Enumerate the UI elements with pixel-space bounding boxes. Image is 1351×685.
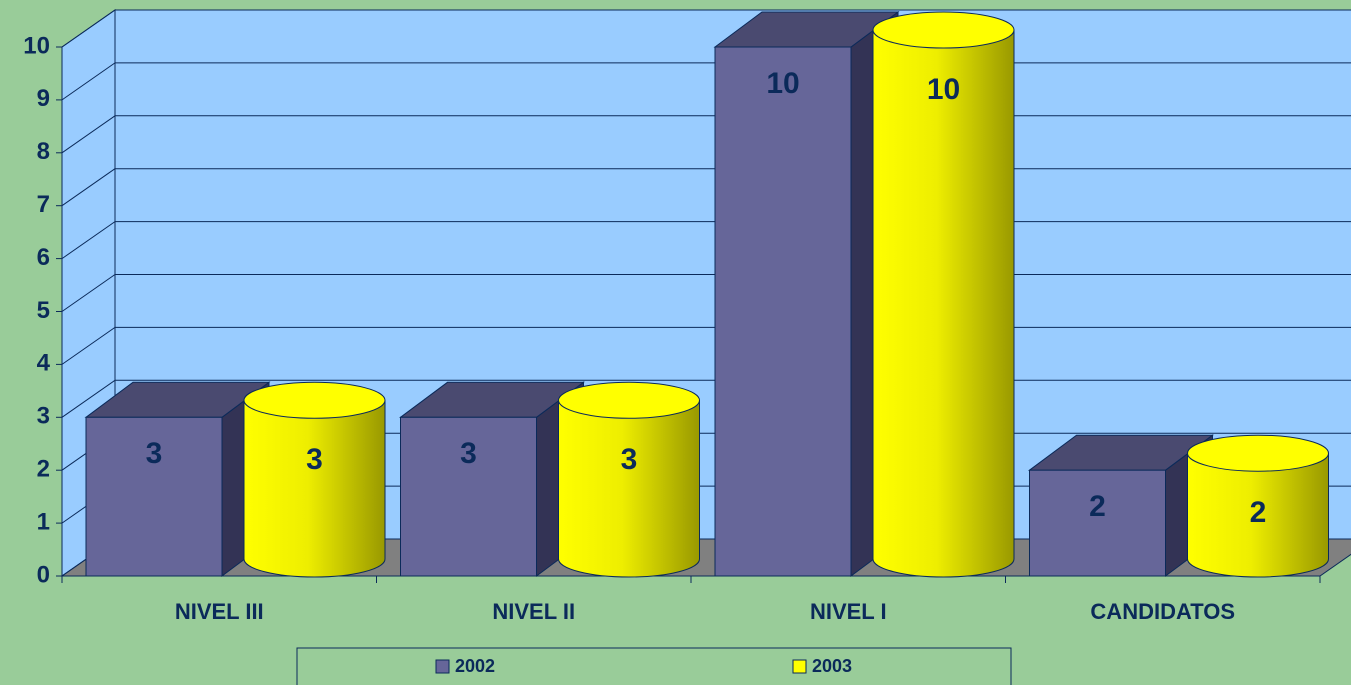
value-label: 3 (621, 443, 638, 476)
y-tick-label: 5 (37, 297, 50, 324)
x-tick-label: NIVEL II (492, 599, 575, 624)
legend-label: 2002 (455, 656, 495, 676)
x-tick-label: CANDIDATOS (1090, 599, 1235, 624)
grid-line (61, 9, 116, 48)
legend (296, 647, 1012, 685)
grid-line (61, 379, 116, 418)
bar (714, 46, 852, 577)
grid-line (61, 62, 116, 101)
value-label: 3 (306, 443, 323, 476)
bar (400, 416, 537, 577)
cylinder (243, 399, 386, 578)
value-label: 3 (460, 437, 477, 470)
legend-swatch (435, 659, 450, 674)
value-label: 10 (927, 73, 960, 106)
y-tick-label: 6 (37, 244, 50, 271)
value-label: 2 (1250, 496, 1267, 529)
grid-line (61, 274, 116, 312)
bar (1029, 469, 1166, 577)
value-label: 10 (766, 67, 799, 100)
y-tick-label: 3 (37, 403, 50, 430)
value-label: 3 (146, 437, 163, 470)
cylinder (1187, 452, 1329, 578)
legend-swatch (792, 659, 807, 674)
y-tick-label: 10 (23, 32, 50, 59)
y-tick-label: 8 (37, 138, 50, 165)
grid-line (61, 115, 116, 154)
x-tick-label: NIVEL I (810, 599, 887, 624)
value-label: 2 (1089, 490, 1106, 523)
legend-label: 2003 (812, 656, 852, 676)
cylinder-top (243, 381, 386, 419)
x-tick-label: NIVEL III (175, 599, 264, 624)
cylinder-top (558, 381, 700, 419)
cylinder (558, 399, 700, 578)
y-tick-label: 4 (37, 350, 51, 377)
grid-line (61, 168, 116, 207)
grid-line (61, 326, 116, 365)
bar (85, 416, 223, 577)
cylinder (872, 29, 1015, 578)
y-tick-label: 0 (37, 561, 50, 588)
y-tick-label: 7 (37, 191, 50, 218)
grid-line (61, 221, 116, 260)
y-tick-label: 1 (37, 508, 50, 535)
cylinder-top (1187, 434, 1329, 472)
cylinder-top (872, 11, 1015, 49)
y-tick-label: 2 (37, 456, 50, 483)
y-tick-label: 9 (37, 85, 50, 112)
